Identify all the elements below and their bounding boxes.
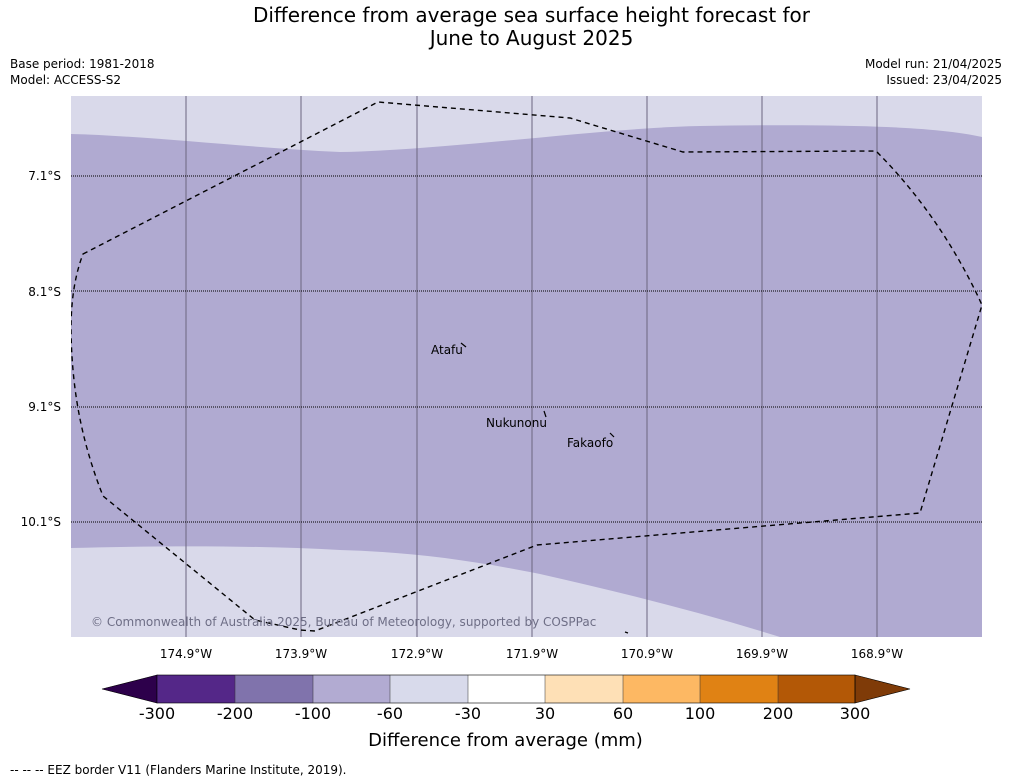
meta-right: Model run: 21/04/2025 Issued: 23/04/2025 (865, 56, 1002, 88)
meta-left: Base period: 1981-2018 Model: ACCESS-S2 (10, 56, 155, 88)
place-label: Nukunonu (486, 416, 547, 430)
colorbar-dividers (234, 675, 779, 703)
colorbar-tick-label: -60 (376, 704, 404, 723)
colorbar-bin (700, 675, 778, 703)
place-label: Fakaofo (567, 436, 613, 450)
colorbar-bin (623, 675, 700, 703)
colorbar-bin (313, 675, 390, 703)
colorbar-bin (390, 675, 468, 703)
model-name: Model: ACCESS-S2 (10, 73, 122, 87)
colorbar-tick-label: -200 (216, 704, 254, 723)
issued-date: Issued: 23/04/2025 (886, 73, 1002, 87)
colorbar-tick-label: -300 (138, 704, 176, 723)
longitude-label: 168.9°W (850, 647, 904, 661)
map-title: Difference from average sea surface heig… (0, 4, 1011, 50)
longitude-label: 174.9°W (159, 647, 213, 661)
colorbar-extend-max (854, 674, 911, 704)
longitude-label: 172.9°W (390, 647, 444, 661)
copyright-text: © Commonwealth of Australia 2025, Bureau… (91, 615, 596, 629)
longitude-gridlines (185, 96, 878, 637)
colorbar-tick-label: 60 (612, 704, 634, 723)
longitude-label: 171.9°W (505, 647, 559, 661)
title-line-2: June to August 2025 (429, 26, 634, 50)
island-nukunonu-shape (543, 410, 547, 418)
latitude-label: 8.1°S (28, 285, 61, 299)
colorbar-bin (235, 675, 313, 703)
eez-legend-footnote: -- -- -- EEZ border V11 (Flanders Marine… (10, 763, 347, 777)
colorbar-bin (157, 675, 235, 703)
latitude-label: 10.1°S (20, 515, 61, 529)
latitude-label: 9.1°S (28, 400, 61, 414)
model-run: Model run: 21/04/2025 (864, 57, 1002, 71)
colorbar-bin (545, 675, 623, 703)
colorbar-tick-label: -30 (454, 704, 482, 723)
colorbar-outline (156, 674, 856, 704)
island-fakaofo-shape (609, 432, 615, 438)
longitude-label: 170.9°W (620, 647, 674, 661)
colorbar-tick-label: 300 (839, 704, 871, 723)
longitude-label: 169.9°W (735, 647, 789, 661)
latitude-label: 7.1°S (28, 169, 61, 183)
base-period: Base period: 1981-2018 (10, 57, 155, 71)
colorbar-bin (778, 675, 855, 703)
field-main-region (71, 125, 982, 637)
title-line-1: Difference from average sea surface heig… (252, 3, 811, 27)
colorbar-title: Difference from average (mm) (368, 730, 643, 751)
colorbar-tick-label: 100 (684, 704, 716, 723)
colorbar-tick-label: -100 (294, 704, 332, 723)
place-label: Atafu (431, 343, 463, 357)
small-island-shape (624, 631, 629, 634)
colorbar-tick-label: 30 (534, 704, 556, 723)
island-atafu-shape (460, 342, 467, 348)
colorbar-bin (468, 675, 545, 703)
longitude-label: 173.9°W (274, 647, 328, 661)
colorbar (101, 674, 911, 704)
colorbar-extend-min (101, 674, 158, 704)
colorbar-tick-label: 200 (762, 704, 794, 723)
